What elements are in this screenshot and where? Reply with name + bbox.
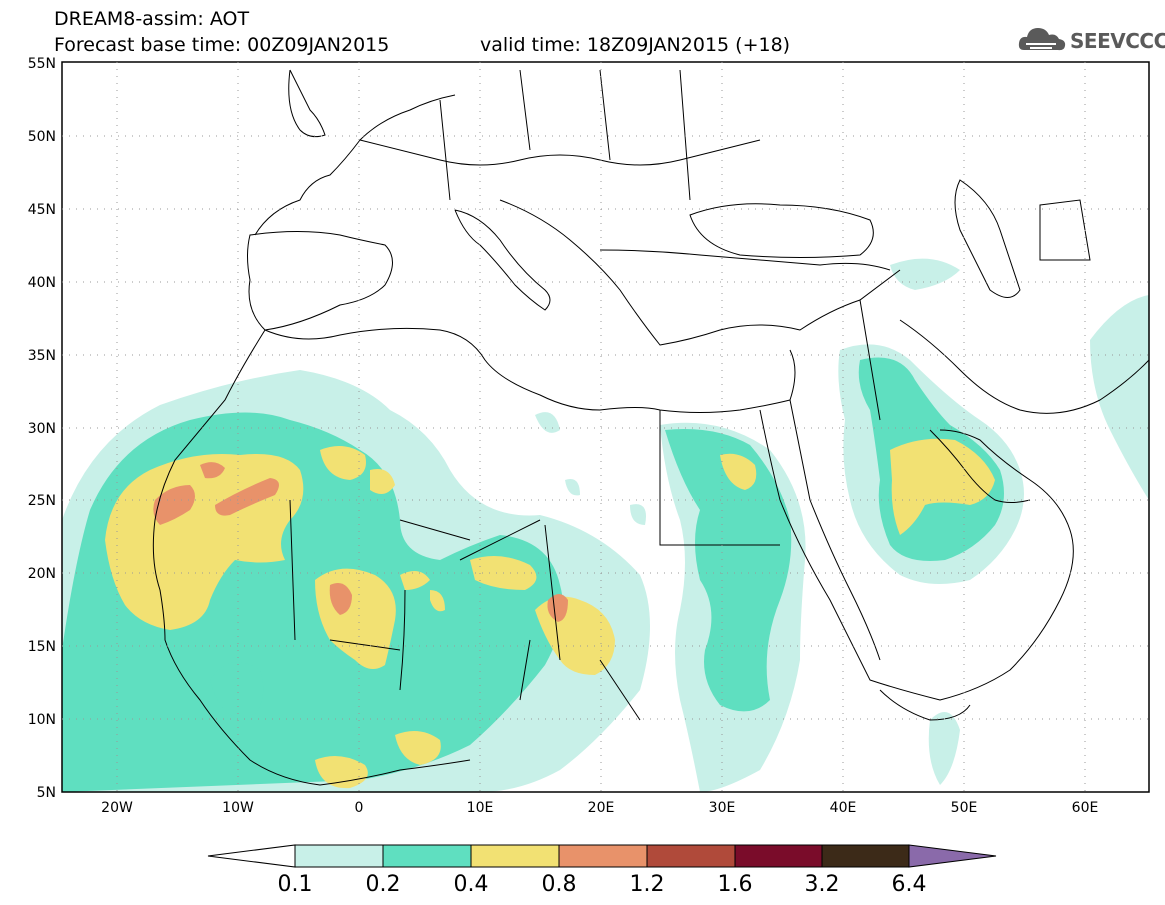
lon-label: 10E [467, 800, 494, 816]
lat-label: 10N [28, 712, 56, 728]
graticule [62, 62, 1149, 792]
colorbar-label: 0.4 [454, 872, 489, 897]
colorbar-label: 0.8 [542, 872, 577, 897]
colorbar-label: 1.6 [718, 872, 753, 897]
colorbar-swatch [646, 844, 736, 868]
lat-label: 30N [28, 421, 56, 437]
aot-band-0.8 [153, 462, 568, 622]
lon-label: 20W [101, 800, 133, 816]
colorbar-swatch [294, 844, 384, 868]
lat-label: 20N [28, 566, 56, 582]
lon-label: 10W [222, 800, 254, 816]
lat-label: 50N [28, 129, 56, 145]
cloud-icon [1018, 28, 1066, 51]
lat-label: 25N [28, 493, 56, 509]
colorbar-label: 6.4 [892, 872, 927, 897]
lon-label: 40E [830, 800, 857, 816]
lon-label: 0 [355, 800, 364, 816]
colorbar-swatch [821, 844, 910, 868]
colorbar-swatch [558, 844, 648, 868]
latitude-labels: 55N 50N 45N 40N 35N 30N 25N 20N 15N 10N … [28, 56, 56, 801]
colorbar-swatch [734, 844, 823, 868]
lon-label: 60E [1072, 800, 1099, 816]
colorbar-swatch [382, 844, 472, 868]
colorbar-swatch [470, 844, 560, 868]
colorbar-label: 0.2 [366, 872, 401, 897]
lat-label: 40N [28, 275, 56, 291]
lat-label: 5N [37, 785, 56, 801]
valid-time: valid time: 18Z09JAN2015 (+18) [480, 34, 791, 56]
colorbar-label: 0.1 [278, 872, 313, 897]
lon-label: 50E [951, 800, 978, 816]
coastlines [152, 69, 1149, 786]
lon-label: 20E [588, 800, 615, 816]
seevccc-logo: SEEVCCC [1018, 22, 1165, 58]
lat-label: 35N [28, 348, 56, 364]
colorbar-low-arrow [207, 844, 296, 868]
lat-label: 45N [28, 202, 56, 218]
longitude-labels: 20W 10W 0 10E 20E 30E 40E 50E 60E [101, 800, 1098, 816]
map-frame [61, 61, 1150, 793]
aot-shading [62, 258, 1149, 792]
forecast-base-time: Forecast base time: 00Z09JAN2015 [54, 34, 390, 56]
colorbar-label: 3.2 [805, 872, 840, 897]
lon-label: 30E [709, 800, 736, 816]
colorbar-label: 1.2 [630, 872, 665, 897]
colorbar-high-arrow [908, 844, 997, 868]
map-title: DREAM8-assim: AOT [54, 8, 250, 30]
lat-label: 15N [28, 639, 56, 655]
logo-text: SEEVCCC [1070, 29, 1165, 53]
lat-label: 55N [28, 56, 56, 72]
colorbar: 0.1 0.2 0.4 0.8 1.2 1.6 3.2 6.4 [207, 844, 997, 897]
